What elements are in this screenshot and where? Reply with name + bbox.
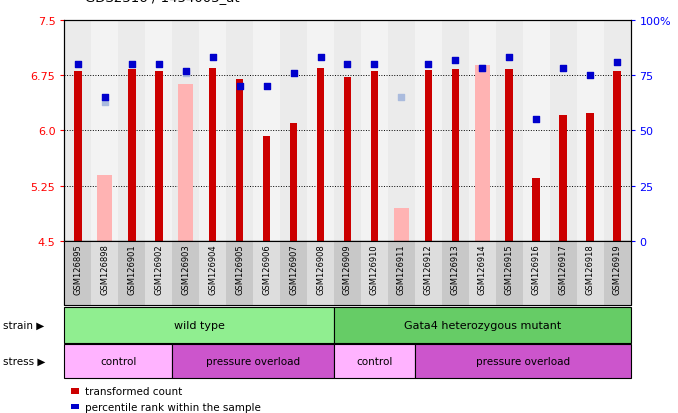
- Bar: [496, 21, 523, 242]
- Bar: [415, 21, 442, 242]
- Bar: [98, 176, 113, 242]
- Text: GSM126914: GSM126914: [478, 244, 487, 294]
- Bar: [226, 21, 253, 242]
- Point: [180, 68, 191, 75]
- Bar: [334, 21, 361, 242]
- Bar: [523, 21, 550, 242]
- Text: wild type: wild type: [174, 320, 224, 330]
- Bar: [468, 21, 496, 242]
- Text: GSM126904: GSM126904: [208, 244, 217, 294]
- Point: [504, 55, 515, 62]
- Point: [288, 70, 299, 77]
- Text: GSM126907: GSM126907: [289, 244, 298, 294]
- Text: control: control: [100, 356, 136, 366]
- Bar: [290, 124, 298, 242]
- Text: GSM126906: GSM126906: [262, 244, 271, 294]
- Text: GSM126915: GSM126915: [504, 244, 514, 294]
- Bar: [178, 85, 193, 242]
- Text: GSM126905: GSM126905: [235, 244, 244, 294]
- Bar: [532, 179, 540, 242]
- Point: [477, 66, 487, 73]
- Point: [261, 83, 272, 90]
- Bar: [394, 209, 409, 242]
- Bar: [263, 136, 271, 242]
- Text: GSM126898: GSM126898: [100, 244, 109, 294]
- Bar: [172, 21, 199, 242]
- Point: [100, 95, 111, 101]
- Text: GSM126910: GSM126910: [370, 244, 379, 294]
- Bar: [155, 71, 163, 242]
- Point: [584, 73, 595, 79]
- Bar: [586, 114, 594, 242]
- Text: GSM126913: GSM126913: [451, 244, 460, 294]
- Text: pressure overload: pressure overload: [476, 356, 570, 366]
- Bar: [74, 72, 81, 242]
- Text: GSM126901: GSM126901: [127, 244, 136, 294]
- Bar: [119, 21, 145, 242]
- Point: [100, 99, 111, 106]
- Bar: [371, 72, 378, 242]
- Point: [423, 62, 434, 68]
- Text: strain ▶: strain ▶: [3, 320, 45, 330]
- Text: GSM126919: GSM126919: [612, 244, 622, 294]
- Text: GSM126908: GSM126908: [316, 244, 325, 294]
- Text: GSM126895: GSM126895: [73, 244, 83, 294]
- Point: [180, 70, 191, 77]
- Text: GSM126912: GSM126912: [424, 244, 433, 294]
- Text: GSM126918: GSM126918: [586, 244, 595, 294]
- Bar: [603, 21, 631, 242]
- Bar: [424, 71, 432, 242]
- Point: [73, 62, 83, 68]
- Bar: [388, 21, 415, 242]
- Text: GSM126916: GSM126916: [532, 244, 540, 294]
- Text: pressure overload: pressure overload: [206, 356, 300, 366]
- Bar: [280, 21, 307, 242]
- Bar: [253, 21, 280, 242]
- Bar: [576, 21, 603, 242]
- Text: stress ▶: stress ▶: [3, 356, 46, 366]
- Text: GSM126903: GSM126903: [181, 244, 191, 294]
- Bar: [307, 21, 334, 242]
- Bar: [506, 70, 513, 242]
- Text: percentile rank within the sample: percentile rank within the sample: [85, 401, 260, 412]
- Point: [207, 55, 218, 62]
- Bar: [361, 21, 388, 242]
- Bar: [64, 21, 92, 242]
- Text: GSM126902: GSM126902: [155, 244, 163, 294]
- Point: [369, 62, 380, 68]
- Point: [531, 117, 542, 123]
- Bar: [475, 66, 490, 242]
- Bar: [442, 21, 468, 242]
- Bar: [92, 21, 119, 242]
- Text: GSM126909: GSM126909: [343, 244, 352, 294]
- Text: transformed count: transformed count: [85, 386, 182, 396]
- Text: GDS2316 / 1454003_at: GDS2316 / 1454003_at: [85, 0, 239, 4]
- Text: GSM126917: GSM126917: [559, 244, 567, 294]
- Bar: [199, 21, 226, 242]
- Point: [153, 62, 164, 68]
- Point: [234, 83, 245, 90]
- Bar: [317, 69, 324, 242]
- Point: [396, 95, 407, 101]
- Bar: [128, 70, 136, 242]
- Bar: [559, 116, 567, 242]
- Text: GSM126911: GSM126911: [397, 244, 406, 294]
- Bar: [550, 21, 576, 242]
- Text: Gata4 heterozygous mutant: Gata4 heterozygous mutant: [403, 320, 561, 330]
- Bar: [209, 69, 216, 242]
- Bar: [452, 70, 459, 242]
- Point: [477, 66, 487, 73]
- Point: [315, 55, 326, 62]
- Bar: [236, 80, 243, 242]
- Point: [612, 59, 622, 66]
- Bar: [614, 71, 621, 242]
- Point: [558, 66, 569, 73]
- Point: [342, 62, 353, 68]
- Point: [450, 57, 461, 64]
- Bar: [344, 78, 351, 242]
- Bar: [145, 21, 172, 242]
- Text: control: control: [356, 356, 393, 366]
- Point: [126, 62, 137, 68]
